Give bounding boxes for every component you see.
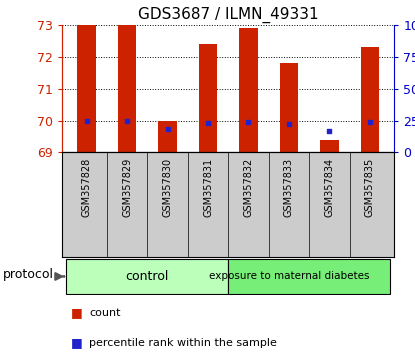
Point bbox=[326, 128, 333, 133]
Bar bbox=[361, 47, 379, 153]
Text: count: count bbox=[89, 308, 121, 318]
Bar bbox=[280, 63, 298, 153]
Point bbox=[286, 121, 292, 127]
Text: GSM357828: GSM357828 bbox=[81, 158, 92, 217]
Text: GSM357832: GSM357832 bbox=[244, 158, 254, 217]
Text: percentile rank within the sample: percentile rank within the sample bbox=[89, 338, 277, 348]
Text: protocol: protocol bbox=[3, 268, 54, 281]
Bar bbox=[78, 25, 95, 153]
Point bbox=[366, 119, 373, 125]
Text: GSM357830: GSM357830 bbox=[163, 158, 173, 217]
Bar bbox=[239, 28, 258, 153]
Point bbox=[245, 119, 252, 125]
Point bbox=[83, 118, 90, 124]
Text: ■: ■ bbox=[71, 306, 82, 319]
Text: GSM357831: GSM357831 bbox=[203, 158, 213, 217]
Point bbox=[164, 127, 171, 132]
Text: GSM357829: GSM357829 bbox=[122, 158, 132, 217]
Text: GSM357834: GSM357834 bbox=[325, 158, 334, 217]
Point bbox=[205, 120, 211, 126]
Bar bbox=[66, 259, 228, 293]
Text: ■: ■ bbox=[71, 337, 82, 349]
Title: GDS3687 / ILMN_49331: GDS3687 / ILMN_49331 bbox=[138, 7, 319, 23]
Bar bbox=[118, 25, 136, 153]
Text: exposure to maternal diabetes: exposure to maternal diabetes bbox=[209, 272, 369, 281]
Text: GSM357833: GSM357833 bbox=[284, 158, 294, 217]
Bar bbox=[320, 140, 339, 153]
Bar bbox=[159, 121, 177, 153]
Bar bbox=[199, 44, 217, 153]
Point bbox=[124, 118, 130, 124]
Bar bbox=[228, 259, 390, 293]
Text: GSM357835: GSM357835 bbox=[365, 158, 375, 217]
Text: control: control bbox=[126, 270, 169, 283]
